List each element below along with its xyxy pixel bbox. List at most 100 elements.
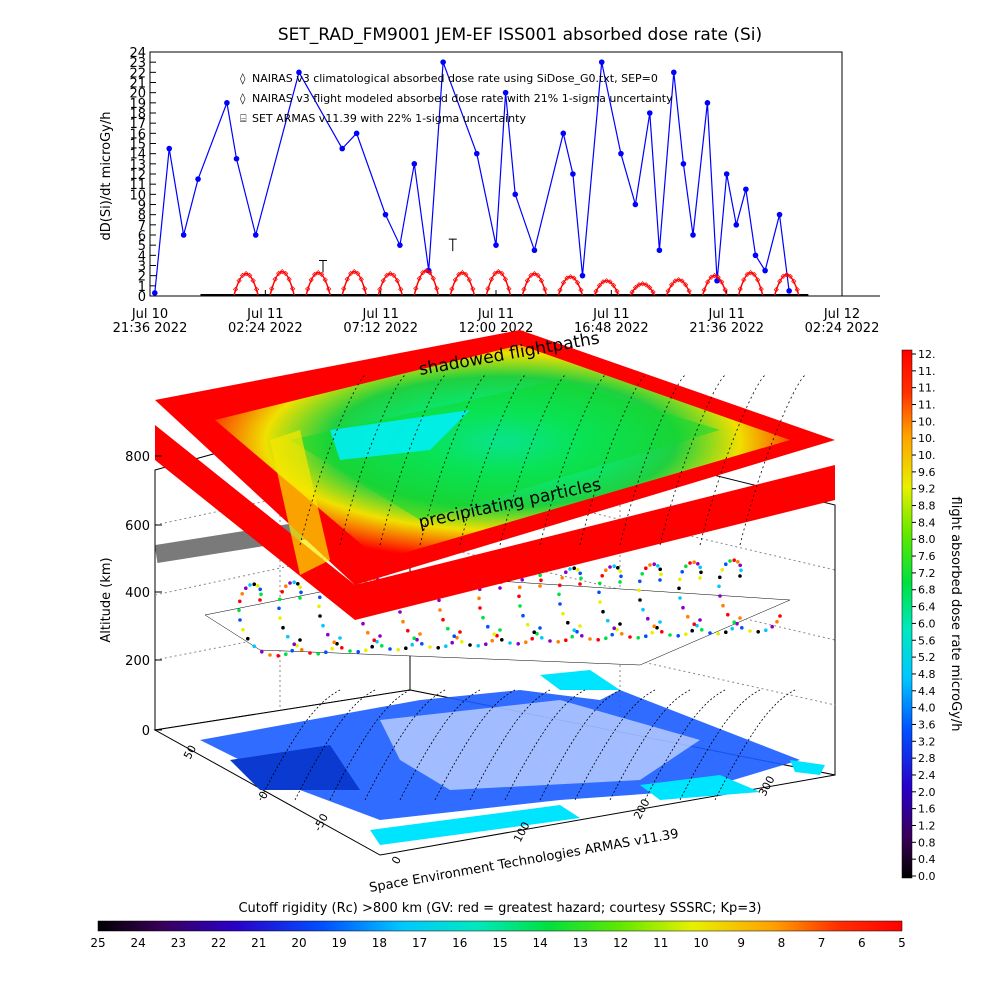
flight-track-point — [458, 630, 462, 634]
armas-point — [646, 110, 653, 116]
flight-track-point — [698, 565, 702, 570]
flight-track-point — [428, 645, 432, 649]
flight-track-point — [238, 599, 242, 604]
nairas-clim-point — [596, 282, 603, 289]
flight-track-point — [295, 643, 299, 648]
flight-track-point — [575, 629, 579, 634]
armas-point — [598, 59, 605, 65]
y-tick-label: 24 — [129, 46, 146, 61]
nairas-clim-point — [751, 271, 757, 278]
nairas-clim-point — [456, 271, 462, 278]
x-tick-line2: 07:12 2022 — [343, 321, 418, 336]
nairas-clim-point — [722, 287, 728, 293]
armas-point — [680, 161, 687, 167]
nairas-clim-point — [607, 279, 613, 285]
flight-track-point — [726, 612, 730, 617]
flight-track-point — [692, 560, 696, 564]
nairas-clim-point — [488, 276, 495, 282]
nairas-clim-point — [286, 276, 292, 282]
flight-track-point — [604, 636, 608, 640]
flight-track-point — [676, 634, 680, 638]
flight-track-point — [378, 634, 382, 638]
flight-track-point — [556, 640, 560, 644]
nairas-clim-point — [391, 272, 397, 278]
flight-track-point — [258, 587, 263, 592]
colorbar-tick-label: 6.0 — [918, 617, 936, 630]
dose-colorbar-ticks: 12. 11. 11. 11. 10. 10. 10. 9.6 9.2 8.8 8.4 8.0 7.6 7… — [912, 348, 936, 883]
nairas-clim-point — [358, 276, 364, 282]
nairas-clim-point — [253, 286, 260, 292]
nairas-clim-point — [449, 286, 455, 292]
ground-track-line — [434, 689, 516, 801]
nairas-clim-hump — [485, 271, 512, 296]
altitude-tick-label: 0 — [142, 724, 150, 739]
flight-track-point — [539, 578, 543, 583]
flight-track-point — [406, 628, 410, 633]
map-ocean-patch — [370, 805, 580, 845]
flight-track-point — [560, 576, 564, 580]
nairas-clim-point — [279, 268, 285, 275]
flight-track-point — [637, 588, 641, 593]
ground-track-line — [609, 689, 691, 801]
legend-entry: SET ARMAS v11.39 with 22% 1-sigma uncert… — [252, 112, 526, 125]
nairas-clim-point — [344, 276, 350, 282]
flight-track-point — [241, 627, 245, 632]
nairas-clim-point — [593, 288, 599, 294]
nairas-clim-point — [341, 286, 347, 292]
flight-track-point — [286, 634, 290, 639]
armas-point — [618, 150, 624, 157]
x-tick-line1: Jul 11 — [477, 307, 514, 322]
altitude-tick-label: 200 — [125, 654, 150, 669]
flight-track-point — [680, 570, 684, 574]
flight-track-point — [324, 650, 328, 654]
flight-track-point — [716, 632, 720, 636]
flight-track-point — [678, 577, 682, 582]
flight-track-point — [618, 622, 622, 626]
y-tick-label: 11 — [129, 178, 146, 193]
flight-track-point — [652, 624, 656, 628]
colorbar-tick-label: 1.6 — [918, 803, 936, 816]
flight-track-point — [340, 646, 344, 650]
nairas-clim-point — [495, 268, 502, 275]
colorbar-tick-label: 1.2 — [918, 819, 936, 832]
nairas-clim-point — [564, 275, 570, 281]
ground-track-line — [714, 689, 796, 801]
colorbar-tick-label: 3.6 — [918, 718, 936, 731]
nairas-clim-point — [629, 289, 635, 295]
flight-track-point — [688, 561, 692, 565]
rigidity-tick-label: 8 — [778, 936, 786, 950]
flight-track-point — [690, 628, 694, 633]
slab-track-line — [739, 374, 806, 546]
top-plot-ylabel: dD(Si)/dt microGy/h — [99, 112, 114, 241]
flight-track-point — [721, 603, 725, 608]
flight-track-point — [246, 636, 250, 641]
flight-track-point — [572, 566, 576, 570]
colorbar-tick-label: 10. — [918, 449, 936, 462]
flight-track-point — [326, 632, 330, 637]
flight-track-point — [692, 622, 696, 626]
flight-track-point — [498, 628, 502, 632]
flight-track-point — [756, 630, 760, 634]
nairas-clim-point — [243, 271, 249, 277]
nairas-clim-point — [434, 285, 440, 292]
flight-track-point — [638, 598, 642, 602]
slab-tracks — [299, 374, 806, 546]
colorbar-tick-label: 6.4 — [918, 601, 936, 614]
flight-track-point — [576, 568, 580, 572]
rigidity-tick-label: 23 — [171, 936, 186, 950]
y-tick-label: 15 — [129, 138, 146, 153]
nairas-clim-point — [319, 271, 325, 278]
flight-track-point — [460, 640, 464, 644]
nairas-clim-point — [705, 279, 711, 285]
flight-track-point — [748, 629, 752, 633]
nairas-clim-point — [777, 278, 783, 284]
nairas-clim-point — [322, 277, 328, 283]
x-tick-line1: Jul 10 — [131, 307, 168, 322]
nairas-clim-point — [571, 275, 577, 281]
altitude-label: Altitude (km) — [99, 557, 114, 642]
armas-point — [493, 242, 499, 248]
flight-track-point — [526, 622, 530, 627]
armas-point — [786, 288, 792, 294]
slab-track-line — [619, 374, 686, 546]
